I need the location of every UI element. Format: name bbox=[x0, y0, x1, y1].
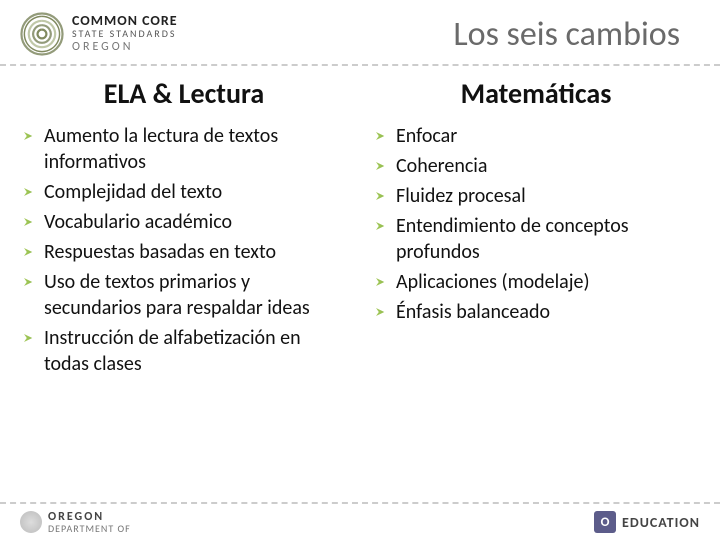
left-column: ELA & Lectura Aumento la lectura de text… bbox=[18, 76, 350, 381]
left-list: Aumento la lectura de textos informativo… bbox=[18, 123, 350, 377]
list-item: Vocabulario académico bbox=[22, 209, 350, 235]
columns: ELA & Lectura Aumento la lectura de text… bbox=[0, 66, 720, 381]
list-item: Instrucción de alfabetización en todas c… bbox=[22, 325, 350, 377]
logo-block: COMMON CORE STATE STANDARDS OREGON bbox=[20, 12, 178, 56]
logo-line2: STATE STANDARDS bbox=[72, 29, 178, 40]
list-item: Aplicaciones (modelaje) bbox=[374, 269, 702, 295]
swirl-icon bbox=[20, 12, 64, 56]
header: COMMON CORE STATE STANDARDS OREGON Los s… bbox=[0, 0, 720, 66]
right-list: Enfocar Coherencia Fluidez procesal Ente… bbox=[370, 123, 702, 325]
footer-left-text: OREGON DEPARTMENT OF bbox=[48, 510, 131, 534]
list-item: Entendimiento de conceptos profundos bbox=[374, 213, 702, 265]
footer-right: O EDUCATION bbox=[594, 511, 700, 533]
footer-right-label: EDUCATION bbox=[622, 514, 700, 531]
left-heading: ELA & Lectura bbox=[18, 76, 350, 111]
footer-left-sub1: DEPARTMENT OF bbox=[48, 524, 131, 534]
list-item: Aumento la lectura de textos informativo… bbox=[22, 123, 350, 175]
list-item: Complejidad del texto bbox=[22, 179, 350, 205]
logo-line3: OREGON bbox=[72, 41, 178, 54]
list-item: Coherencia bbox=[374, 153, 702, 179]
footer-left: OREGON DEPARTMENT OF bbox=[20, 510, 131, 534]
right-column: Matemáticas Enfocar Coherencia Fluidez p… bbox=[370, 76, 702, 381]
list-item: Énfasis balanceado bbox=[374, 299, 702, 325]
list-item: Enfocar bbox=[374, 123, 702, 149]
list-item: Respuestas basadas en texto bbox=[22, 239, 350, 265]
oregon-badge-icon: O bbox=[594, 511, 616, 533]
page-title: Los seis cambios bbox=[453, 14, 700, 55]
right-heading: Matemáticas bbox=[370, 76, 702, 111]
list-item: Fluidez procesal bbox=[374, 183, 702, 209]
list-item: Uso de textos primarios y secundarios pa… bbox=[22, 269, 350, 321]
logo-text: COMMON CORE STATE STANDARDS OREGON bbox=[72, 14, 178, 54]
footer: OREGON DEPARTMENT OF O EDUCATION bbox=[0, 502, 720, 534]
seal-icon bbox=[20, 511, 42, 533]
